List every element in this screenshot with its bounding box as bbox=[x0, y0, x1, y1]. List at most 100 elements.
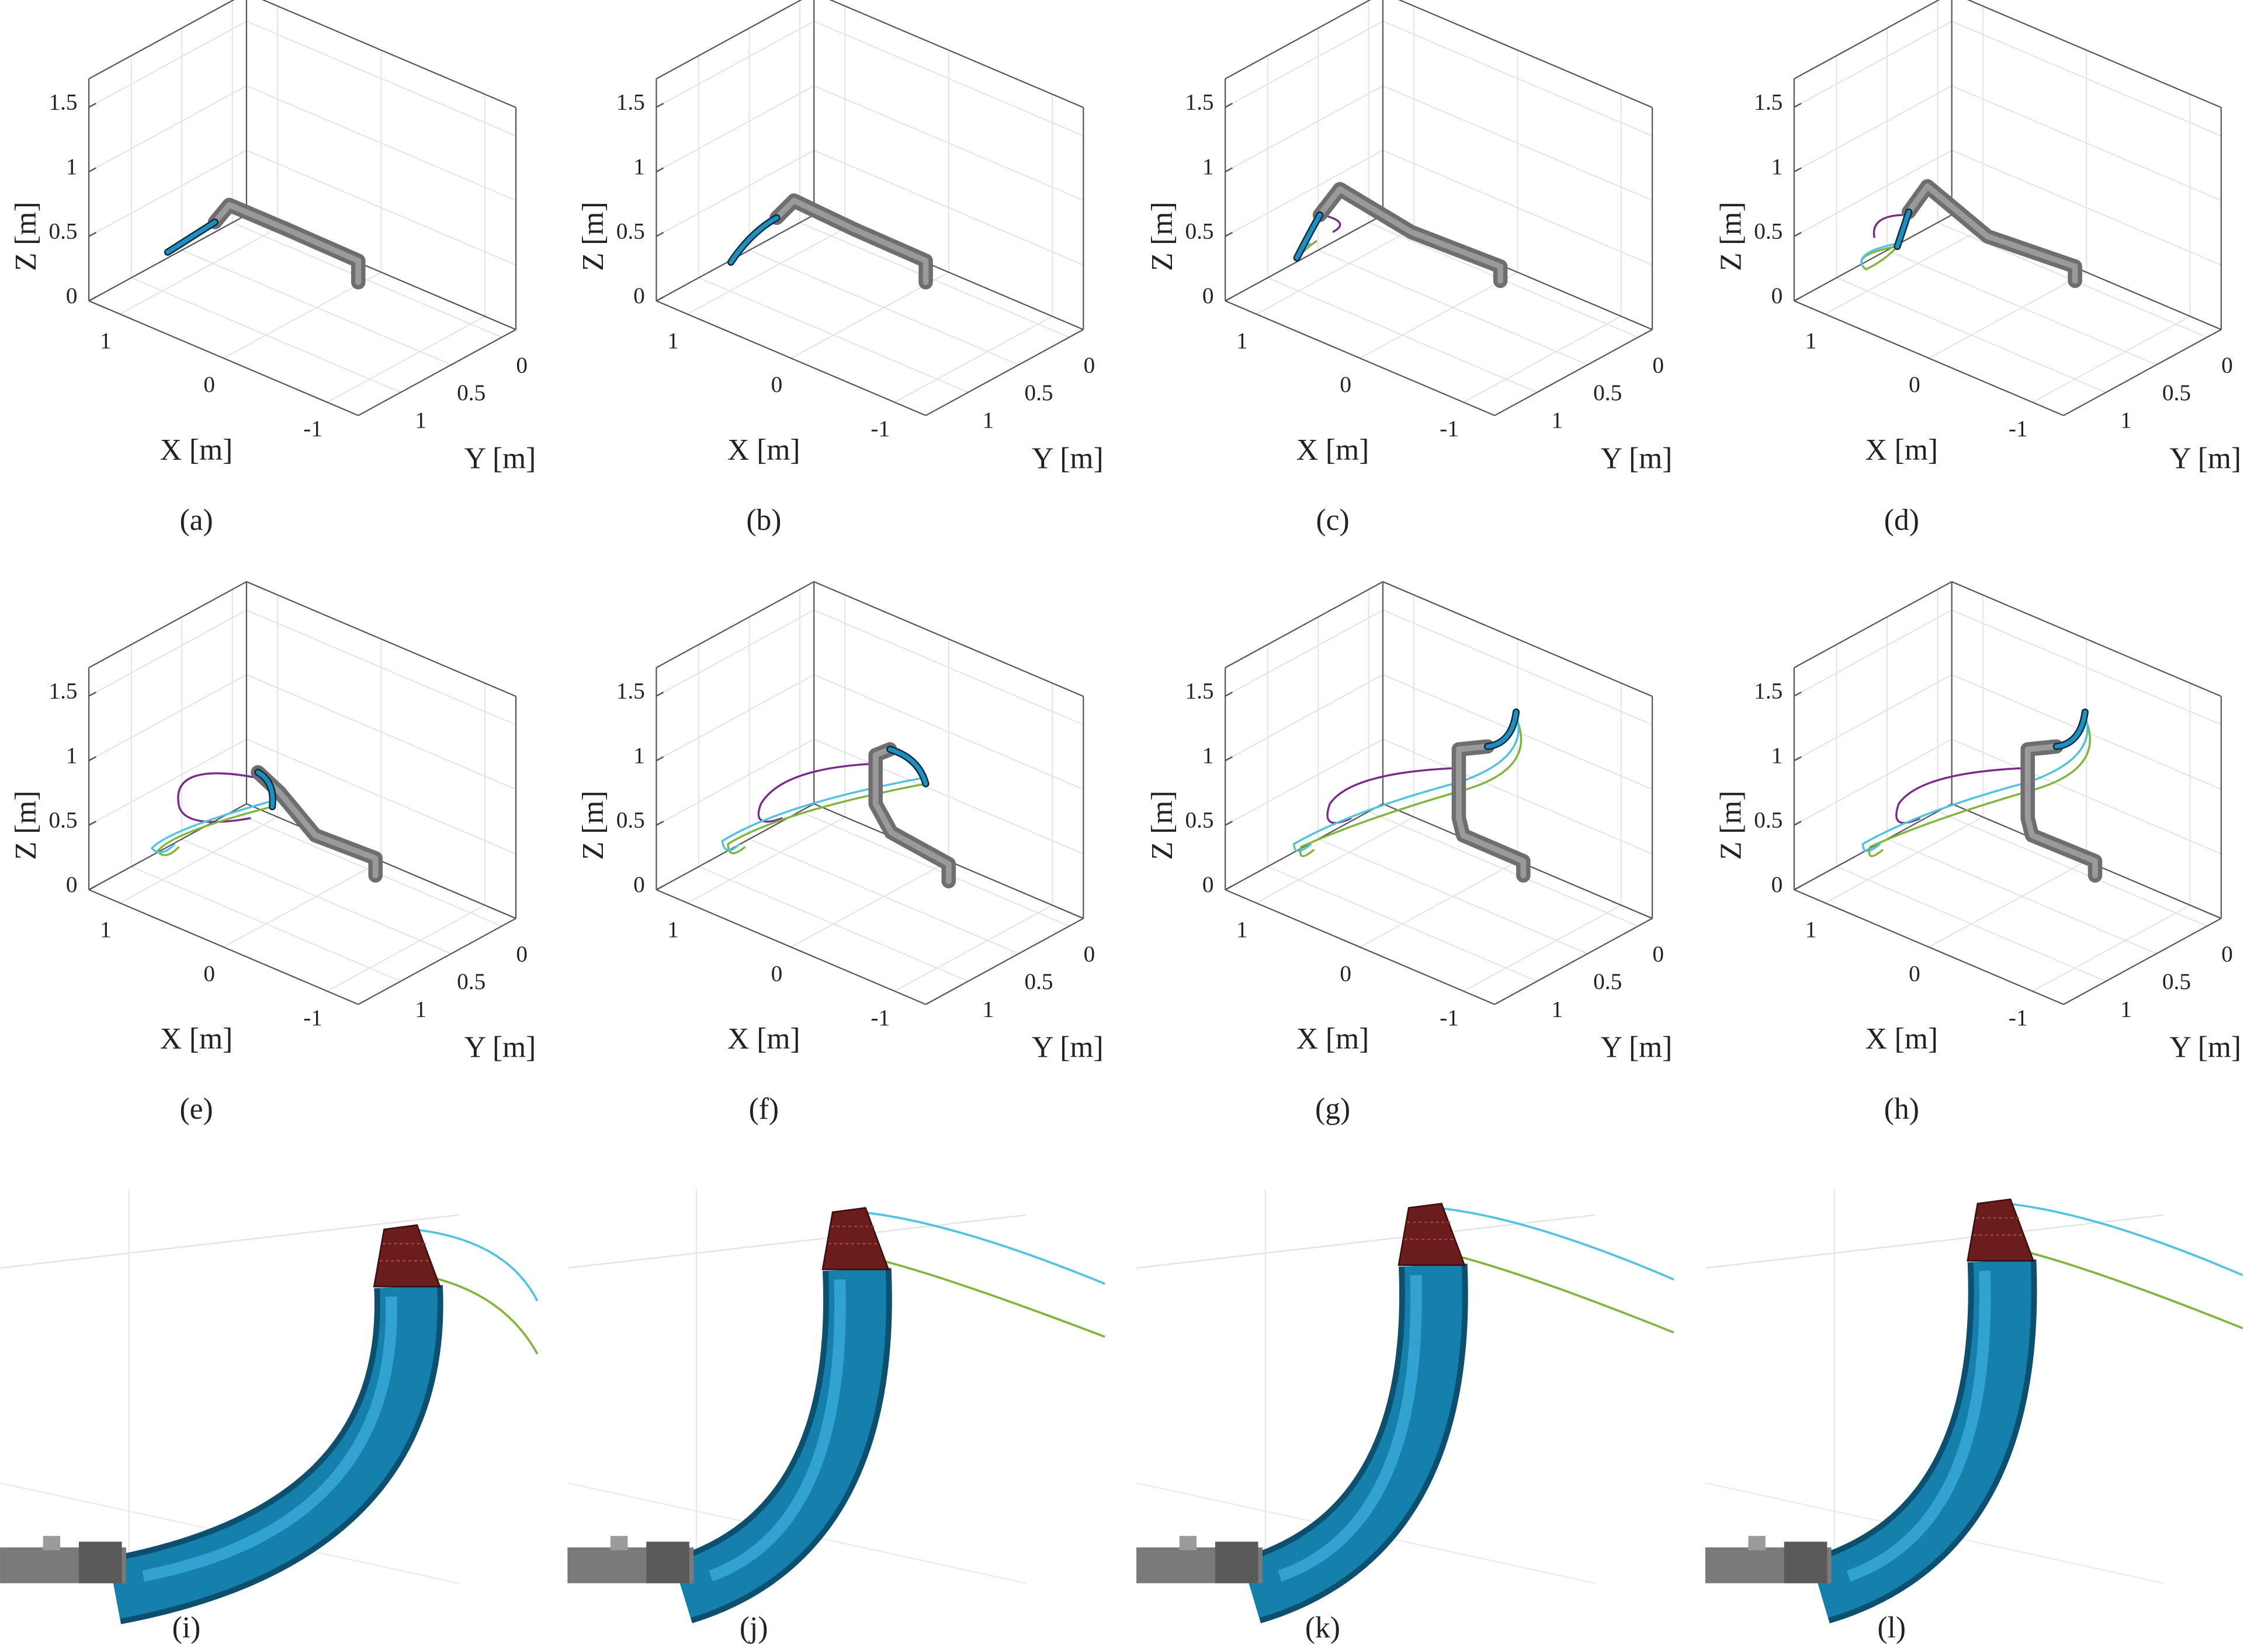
motor-knob bbox=[43, 1536, 61, 1550]
grid-line bbox=[1267, 277, 1538, 393]
x-tick-label: 1 bbox=[667, 917, 679, 942]
tick-mark bbox=[88, 756, 96, 762]
z-tick-label: 1 bbox=[1771, 154, 1783, 179]
z-tick-label: 0 bbox=[1771, 283, 1783, 308]
panel-caption: (g) bbox=[1315, 1092, 1350, 1126]
robot-arm-shade bbox=[774, 197, 929, 286]
x-axis-label: X [m] bbox=[1296, 1022, 1369, 1056]
z-tick-label: 1 bbox=[1771, 743, 1783, 768]
x-tick-label: 1 bbox=[1805, 917, 1817, 942]
grid-line bbox=[1463, 315, 1622, 403]
tick-mark bbox=[1225, 691, 1233, 697]
x-tick-label: 1 bbox=[1236, 328, 1248, 353]
continuum-tool bbox=[255, 770, 275, 809]
panel-caption: (l) bbox=[1877, 1611, 1906, 1644]
axes-3d: 00.511.510-100.51Z [m]X [m] Y [m] bbox=[9, 581, 536, 1064]
tip-mesh bbox=[1973, 1217, 2025, 1236]
y-axis-label: Y [m] bbox=[1601, 1031, 1673, 1064]
panel-caption: (d) bbox=[1884, 504, 1919, 537]
tick-mark bbox=[1794, 167, 1802, 173]
grid-line bbox=[1225, 674, 1383, 761]
motor-knob bbox=[1748, 1536, 1766, 1550]
grid-line bbox=[181, 249, 452, 366]
tip bbox=[1967, 1198, 2035, 1262]
trajectory bbox=[1861, 714, 2089, 852]
background-line bbox=[567, 1214, 1027, 1269]
y-tick-label: 0.5 bbox=[1024, 380, 1053, 405]
tip bbox=[373, 1224, 441, 1287]
grid-line bbox=[1825, 816, 1984, 904]
box-edge bbox=[358, 918, 516, 1005]
robot-arm bbox=[868, 742, 956, 889]
y-tick-label: 0 bbox=[1084, 942, 1095, 967]
grid-line bbox=[1360, 860, 1518, 948]
grid-line bbox=[223, 860, 382, 948]
panel-caption: (k) bbox=[1305, 1611, 1340, 1644]
grid-line bbox=[119, 816, 278, 904]
box-edge bbox=[358, 329, 516, 417]
box-edge bbox=[1225, 803, 1383, 891]
z-tick-label: 1.5 bbox=[1185, 90, 1213, 115]
y-axis-label: Y [m] bbox=[1032, 1031, 1104, 1064]
tube-highlight bbox=[1846, 1271, 1991, 1582]
tube-highlight bbox=[1278, 1275, 1422, 1582]
grid-line bbox=[1794, 738, 1953, 826]
x-tick-label: 1 bbox=[100, 328, 112, 353]
z-axis-label: Z [m] bbox=[1146, 202, 1179, 271]
grid-line bbox=[1360, 272, 1518, 359]
y-tick-label: 0.5 bbox=[2162, 380, 2191, 405]
axes-3d: 00.511.510-100.51Z [m]X [m] Y [m] bbox=[1146, 0, 1672, 476]
x-tick-label: 0 bbox=[771, 961, 783, 986]
grid-line bbox=[131, 277, 401, 393]
motor-cap bbox=[1215, 1542, 1258, 1584]
grid-line bbox=[1382, 150, 1653, 266]
robot-arm bbox=[207, 197, 366, 290]
grid-line bbox=[88, 150, 247, 237]
grid-line bbox=[327, 315, 486, 403]
grid-line bbox=[246, 738, 516, 855]
trajectory bbox=[1326, 766, 1459, 824]
y-tick-label: 1 bbox=[415, 408, 426, 433]
x-tick-label: 0 bbox=[203, 372, 215, 397]
grid-line bbox=[749, 249, 1020, 366]
x-tick-label: 1 bbox=[1236, 917, 1248, 942]
box-edge bbox=[813, 581, 1084, 697]
grid-line bbox=[246, 674, 516, 790]
z-tick-label: 0 bbox=[1202, 283, 1214, 308]
box-edge bbox=[1225, 889, 1495, 1005]
z-tick-label: 1 bbox=[66, 743, 78, 768]
box-edge bbox=[656, 300, 926, 417]
trajectory bbox=[721, 777, 923, 852]
x-axis-label: X [m] bbox=[727, 433, 800, 467]
box-edge bbox=[656, 889, 926, 1005]
z-tick-label: 1 bbox=[1202, 154, 1214, 179]
tip bbox=[1398, 1202, 1466, 1266]
grid-line bbox=[790, 860, 949, 948]
box-edge bbox=[1494, 918, 1653, 1005]
tick-mark bbox=[1225, 231, 1233, 237]
box-edge bbox=[1225, 0, 1371, 79]
grid-line bbox=[1794, 150, 1953, 237]
grid-line bbox=[1836, 277, 2107, 393]
z-tick-label: 1.5 bbox=[1185, 679, 1213, 704]
grid-line bbox=[1887, 249, 2157, 366]
box-edge bbox=[1382, 581, 1653, 697]
x-tick-label: 1 bbox=[100, 917, 112, 942]
box-edge bbox=[1225, 581, 1383, 668]
continuum-tool bbox=[1895, 210, 1911, 249]
grid-line bbox=[1928, 272, 2087, 359]
grid-line bbox=[656, 674, 814, 761]
grid-line bbox=[698, 277, 969, 393]
z-tick-label: 1 bbox=[66, 154, 78, 179]
robot-arm bbox=[769, 193, 933, 290]
panel-caption: (h) bbox=[1884, 1092, 1919, 1126]
trajectory bbox=[150, 800, 273, 853]
z-axis-label: Z [m] bbox=[1715, 202, 1748, 271]
z-tick-label: 1 bbox=[633, 154, 645, 179]
panel-caption: (a) bbox=[179, 504, 213, 537]
background-line bbox=[1705, 1214, 2164, 1269]
background-line bbox=[0, 1214, 459, 1269]
continuum-tool bbox=[887, 747, 928, 786]
y-axis-label: Y [m] bbox=[1601, 442, 1673, 476]
